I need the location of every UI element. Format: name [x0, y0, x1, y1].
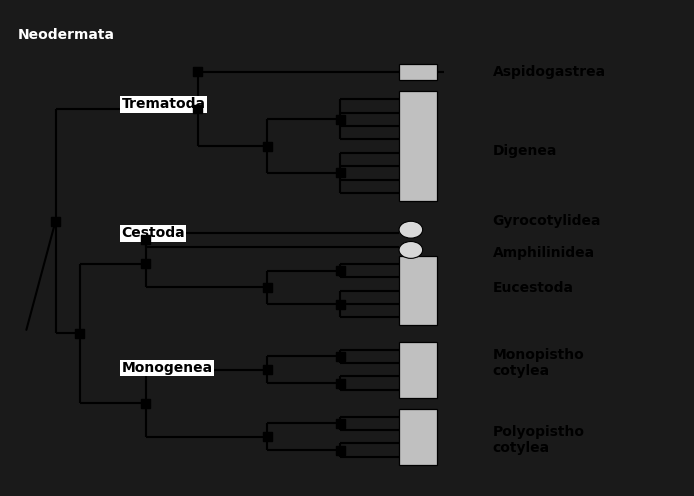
Bar [335, 266, 344, 275]
Bar [262, 283, 272, 292]
Bar [399, 342, 437, 398]
Bar [335, 169, 344, 178]
Text: Digenea: Digenea [493, 144, 557, 158]
Text: Polyopistho
cotylea: Polyopistho cotylea [493, 425, 585, 455]
Text: Eucestoda: Eucestoda [493, 281, 574, 295]
Bar [335, 445, 344, 454]
Bar [141, 399, 150, 408]
Bar [51, 217, 60, 226]
Text: Neodermata: Neodermata [17, 28, 115, 42]
Text: Cestoda: Cestoda [121, 226, 185, 240]
Bar [193, 67, 203, 76]
Bar [335, 115, 344, 124]
Text: Monopistho
cotylea: Monopistho cotylea [493, 348, 584, 378]
Bar [399, 409, 437, 465]
Bar [399, 91, 437, 201]
Text: Aspidogastrea: Aspidogastrea [493, 65, 606, 79]
Bar [335, 379, 344, 388]
Circle shape [399, 242, 423, 258]
Circle shape [399, 221, 423, 238]
Bar [399, 256, 437, 325]
Bar [193, 105, 203, 114]
Bar [335, 300, 344, 309]
Text: Amphilinidea: Amphilinidea [493, 246, 595, 259]
Text: Trematoda: Trematoda [121, 97, 205, 111]
Bar [399, 64, 437, 80]
Bar [262, 365, 272, 374]
Bar [75, 329, 84, 338]
Bar [141, 236, 150, 245]
Text: Gyrocotylidea: Gyrocotylidea [493, 214, 601, 228]
Bar [262, 432, 272, 441]
Bar [262, 142, 272, 151]
Bar [141, 259, 150, 268]
Text: Monogenea: Monogenea [121, 361, 212, 375]
Bar [335, 419, 344, 428]
Bar [335, 352, 344, 361]
